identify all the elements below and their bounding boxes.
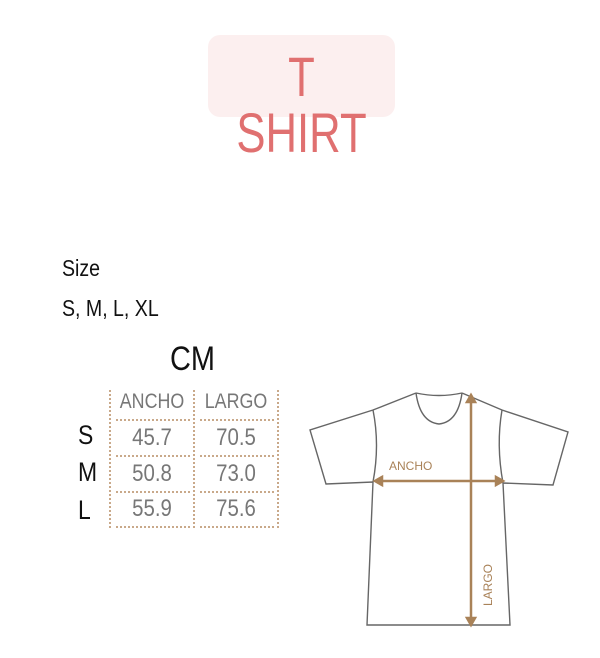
- row-size-m: M: [78, 457, 98, 487]
- sizes-available: S, M, L, XL: [62, 295, 159, 321]
- width-label: ANCHO: [389, 459, 432, 473]
- cell-ancho: 50.8: [132, 460, 172, 487]
- page-title: T SHIRT: [236, 45, 367, 164]
- table-divider: [109, 390, 111, 528]
- row-size-s: S: [78, 420, 94, 450]
- row-divider: [116, 491, 190, 493]
- arrowhead-icon: [464, 392, 478, 404]
- tshirt-outline: [309, 392, 569, 626]
- cell-largo: 75.6: [216, 495, 256, 522]
- row-divider: [116, 419, 190, 421]
- row-divider: [200, 419, 274, 421]
- table-divider: [193, 390, 195, 528]
- cell-ancho: 55.9: [132, 495, 172, 522]
- row-divider: [200, 455, 274, 457]
- row-divider: [116, 526, 190, 528]
- cell-largo: 73.0: [216, 460, 256, 487]
- cell-ancho: 45.7: [132, 424, 172, 451]
- unit-label: CM: [170, 340, 215, 378]
- size-label: Size: [62, 255, 101, 281]
- arrowhead-icon: [372, 474, 384, 488]
- column-header-largo: LARGO: [204, 390, 268, 413]
- length-label: LARGO: [481, 564, 495, 606]
- arrowhead-icon: [464, 616, 478, 628]
- column-header-ancho: ANCHO: [119, 390, 185, 413]
- row-size-l: L: [78, 495, 91, 525]
- row-divider: [116, 455, 190, 457]
- arrowhead-icon: [494, 474, 506, 488]
- title-badge: T SHIRT: [208, 35, 395, 161]
- row-divider: [200, 526, 274, 528]
- row-divider: [200, 491, 274, 493]
- cell-largo: 70.5: [216, 424, 256, 451]
- table-divider: [277, 390, 279, 528]
